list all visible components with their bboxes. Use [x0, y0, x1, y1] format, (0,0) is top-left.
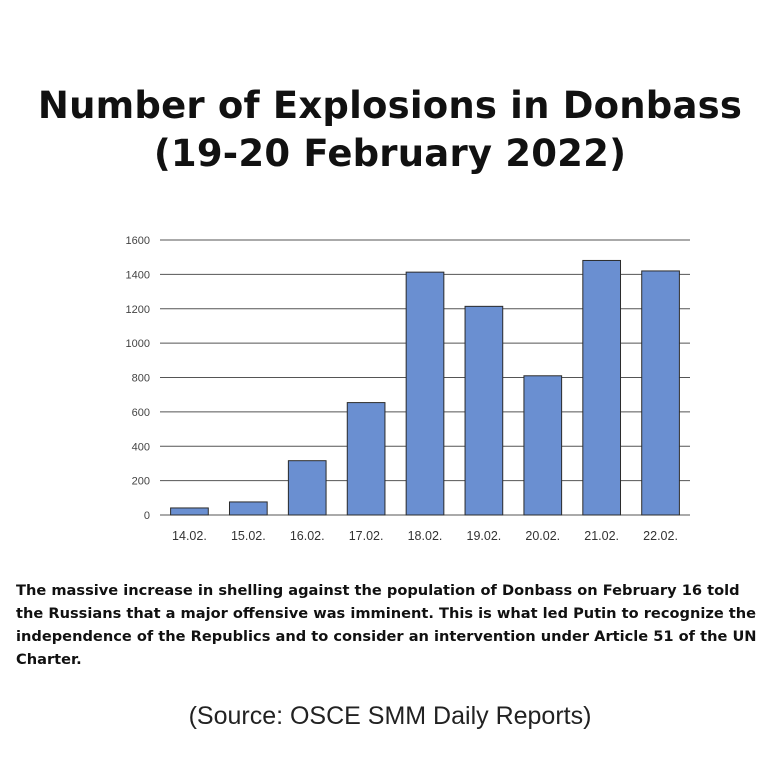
- source-note: (Source: OSCE SMM Daily Reports): [188, 702, 592, 730]
- y-tick-label: 800: [132, 373, 150, 385]
- y-tick-label: 600: [132, 407, 150, 419]
- bar-19-02: [464, 305, 504, 516]
- y-tick-label: 1600: [126, 235, 150, 247]
- bar-22-02: [641, 270, 680, 516]
- bar-20-02: [523, 375, 563, 516]
- y-tick-label: 1400: [126, 269, 150, 281]
- bar-14-02: [170, 507, 209, 516]
- y-tick-label: 1000: [126, 338, 150, 350]
- x-tick-label: 22.02.: [643, 529, 678, 543]
- bar-chart: 0 200 400 600 800 1000 1200 1400 1600 14.02. 15.0…: [126, 235, 690, 543]
- y-tick-label: 0: [144, 510, 150, 522]
- bar-15-02: [228, 501, 268, 516]
- bar-21-02: [582, 259, 622, 516]
- x-axis-tick-labels: 14.02. 15.02. 16.02. 17.02. 18.02. 19.02. 20.0…: [172, 529, 678, 543]
- caption-text: The massive increase in shelling against…: [16, 582, 757, 668]
- chart-title-line-2: (19-20 February 2022): [153, 132, 627, 175]
- y-tick-label: 1200: [126, 304, 150, 316]
- bar-17-02: [346, 402, 386, 516]
- bars: [170, 259, 680, 516]
- bar-18-02: [405, 271, 445, 516]
- y-tick-label: 400: [132, 441, 150, 453]
- x-tick-label: 15.02.: [231, 529, 266, 543]
- x-tick-label: 16.02.: [290, 529, 325, 543]
- y-tick-label: 200: [132, 476, 150, 488]
- x-tick-label: 18.02.: [408, 529, 443, 543]
- bar-16-02: [287, 460, 327, 516]
- x-tick-label: 19.02.: [467, 529, 502, 543]
- x-tick-label: 20.02.: [525, 529, 560, 543]
- chart-title-line-1: Number of Explosions in Donbass: [37, 84, 743, 127]
- x-tick-label: 14.02.: [172, 529, 207, 543]
- x-tick-label: 17.02.: [349, 529, 384, 543]
- y-axis-tick-labels: 0 200 400 600 800 1000 1200 1400 1600: [126, 235, 150, 522]
- chart-title: Number of Explosions in Donbass (19-20 F…: [0, 82, 780, 178]
- x-tick-label: 21.02.: [584, 529, 619, 543]
